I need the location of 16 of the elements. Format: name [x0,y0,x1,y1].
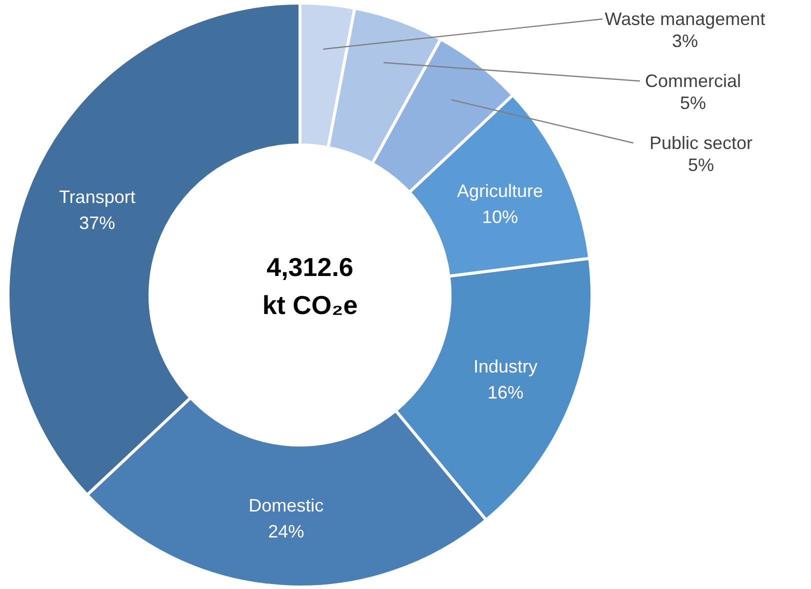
text: kt CO₂e [262,290,358,320]
slice-label: Commercial [644,71,742,91]
slice-label: Transport [58,187,136,208]
data-label: 3% [672,31,698,51]
data-label: 37% [79,213,116,234]
data-label: 5% [680,93,706,113]
slice-label: Domestic [248,496,324,516]
text: 4,312.6 [266,252,354,282]
data-label: 10% [482,206,518,227]
data-label: 24% [268,522,304,542]
slice-label: Waste management [604,9,766,29]
data-label: 16% [487,382,524,402]
slice-label: Industry [473,356,538,376]
slice-label: Agriculture [456,180,543,201]
slice-label: Public sector [649,133,753,153]
data-label: 5% [688,155,714,175]
